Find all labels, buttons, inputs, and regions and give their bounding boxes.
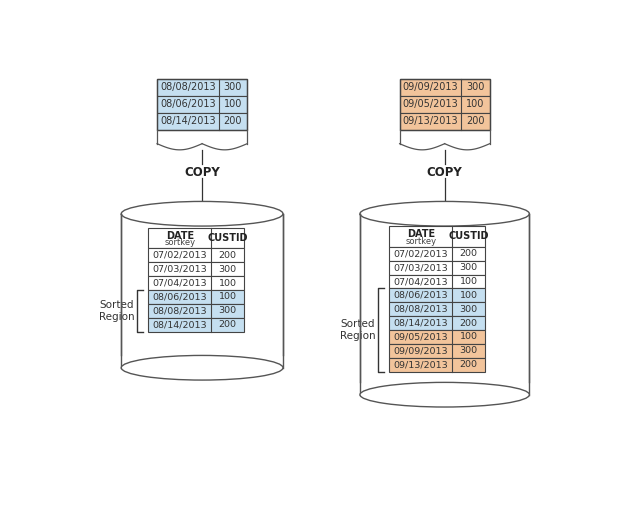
Text: 100: 100	[466, 100, 485, 109]
Text: DATE: DATE	[407, 229, 435, 239]
Bar	[121, 214, 283, 356]
Text: 09/05/2013: 09/05/2013	[394, 332, 448, 341]
Text: 09/13/2013: 09/13/2013	[393, 360, 448, 369]
Bar	[389, 226, 485, 247]
Text: 08/08/2013: 08/08/2013	[160, 83, 216, 92]
Text: 100: 100	[459, 277, 478, 286]
Bar	[389, 330, 485, 344]
Text: 07/02/2013: 07/02/2013	[153, 251, 207, 260]
Text: CUSTID: CUSTID	[207, 233, 248, 243]
Text: 300: 300	[459, 346, 478, 355]
Text: 300: 300	[224, 83, 242, 92]
Bar	[360, 214, 529, 382]
Bar	[148, 317, 244, 332]
Ellipse shape	[360, 201, 529, 226]
Text: COPY: COPY	[184, 166, 220, 179]
Text: 09/09/2013: 09/09/2013	[403, 83, 458, 92]
Text: 200: 200	[459, 249, 478, 258]
Text: 08/14/2013: 08/14/2013	[160, 117, 216, 126]
Bar	[389, 261, 485, 275]
Text: CUSTID: CUSTID	[448, 232, 489, 242]
Text: 200: 200	[459, 360, 478, 369]
Bar	[148, 304, 244, 317]
Text: DATE: DATE	[166, 231, 194, 241]
Bar	[399, 79, 490, 130]
Text: 08/08/2013: 08/08/2013	[153, 306, 207, 315]
Text: sortkey: sortkey	[164, 238, 196, 247]
Text: 200: 200	[466, 117, 485, 126]
Text: 300: 300	[218, 264, 237, 273]
Text: 100: 100	[459, 332, 478, 341]
Text: 07/03/2013: 07/03/2013	[153, 264, 207, 273]
Text: sortkey: sortkey	[405, 236, 437, 245]
Bar	[148, 249, 244, 262]
Text: 200: 200	[218, 320, 237, 329]
Text: 100: 100	[224, 100, 242, 109]
Text: 07/03/2013: 07/03/2013	[393, 263, 448, 272]
Text: 100: 100	[218, 293, 237, 302]
Text: 07/04/2013: 07/04/2013	[153, 279, 207, 288]
Bar	[389, 275, 485, 288]
Bar	[389, 302, 485, 316]
Text: 08/14/2013: 08/14/2013	[394, 319, 448, 328]
Text: 300: 300	[459, 305, 478, 314]
Text: 300: 300	[466, 83, 485, 92]
Text: 300: 300	[218, 306, 237, 315]
Bar	[148, 262, 244, 276]
Bar	[157, 79, 247, 130]
Text: 200: 200	[223, 117, 242, 126]
Bar	[389, 316, 485, 330]
Text: 08/08/2013: 08/08/2013	[394, 305, 448, 314]
Text: 08/06/2013: 08/06/2013	[394, 291, 448, 300]
Bar	[157, 113, 247, 130]
Bar	[389, 344, 485, 358]
Text: 09/13/2013: 09/13/2013	[403, 117, 458, 126]
Bar	[399, 96, 490, 113]
Bar	[148, 227, 244, 249]
Bar	[399, 113, 490, 130]
Bar	[148, 290, 244, 304]
Bar	[148, 276, 244, 290]
Ellipse shape	[360, 382, 529, 407]
Text: Sorted
Region: Sorted Region	[98, 300, 134, 322]
Bar	[389, 288, 485, 302]
Text: 200: 200	[218, 251, 237, 260]
Text: 100: 100	[218, 279, 237, 288]
Text: Sorted
Region: Sorted Region	[339, 319, 375, 341]
Bar	[157, 79, 247, 96]
Bar	[389, 247, 485, 261]
Text: 300: 300	[459, 263, 478, 272]
Text: 08/14/2013: 08/14/2013	[153, 320, 207, 329]
Text: COPY: COPY	[427, 166, 463, 179]
Text: 09/05/2013: 09/05/2013	[403, 100, 458, 109]
Bar	[389, 358, 485, 372]
Ellipse shape	[121, 201, 283, 226]
Text: 100: 100	[459, 291, 478, 300]
Text: 09/09/2013: 09/09/2013	[394, 346, 448, 355]
Bar	[157, 96, 247, 113]
Text: 08/06/2013: 08/06/2013	[153, 293, 207, 302]
Text: 08/06/2013: 08/06/2013	[160, 100, 216, 109]
Bar	[399, 79, 490, 96]
Text: 200: 200	[459, 319, 478, 328]
Text: 07/02/2013: 07/02/2013	[394, 249, 448, 258]
Ellipse shape	[121, 356, 283, 380]
Text: 07/04/2013: 07/04/2013	[394, 277, 448, 286]
